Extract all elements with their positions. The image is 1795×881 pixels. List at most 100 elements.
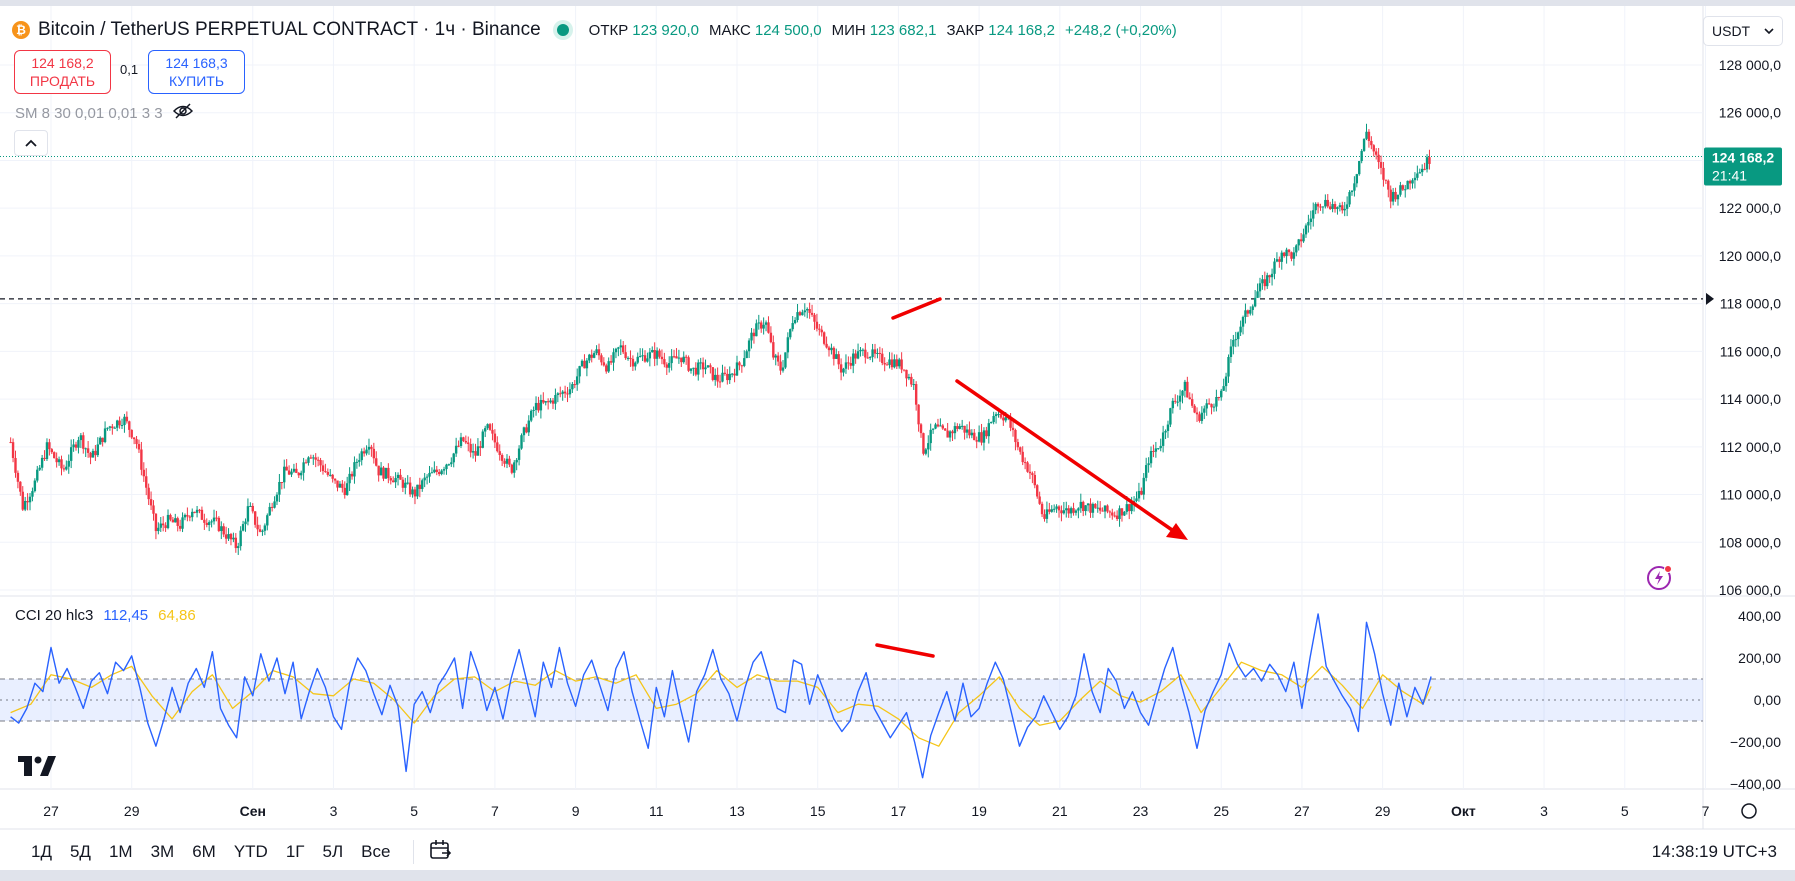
candle[interactable] — [382, 467, 385, 479]
candle[interactable] — [1307, 222, 1310, 226]
candle[interactable] — [491, 429, 494, 434]
candle[interactable] — [1176, 401, 1179, 403]
candle[interactable] — [217, 517, 221, 531]
candle[interactable] — [418, 484, 422, 489]
candle[interactable] — [416, 484, 419, 497]
candle[interactable] — [169, 514, 172, 520]
candle[interactable] — [1278, 259, 1281, 262]
candle[interactable] — [1120, 508, 1124, 516]
candle[interactable] — [537, 402, 540, 411]
candle[interactable] — [813, 314, 816, 322]
candle[interactable] — [1299, 239, 1303, 242]
candle[interactable] — [571, 384, 574, 390]
candle[interactable] — [718, 381, 722, 383]
candle[interactable] — [803, 310, 806, 313]
candle[interactable] — [1229, 346, 1233, 358]
candle[interactable] — [258, 529, 262, 532]
candle[interactable] — [1379, 162, 1383, 168]
candle[interactable] — [147, 487, 150, 500]
candle[interactable] — [26, 500, 29, 503]
candle[interactable] — [638, 356, 642, 358]
candle[interactable] — [103, 428, 107, 443]
candle[interactable] — [130, 429, 133, 438]
candle[interactable] — [847, 362, 850, 364]
candle[interactable] — [145, 476, 148, 488]
candle[interactable] — [36, 469, 39, 481]
range-button[interactable]: 5Д — [69, 842, 91, 861]
candle[interactable] — [658, 350, 661, 357]
candle[interactable] — [222, 526, 225, 535]
candle[interactable] — [859, 349, 862, 352]
candle[interactable] — [755, 323, 758, 337]
candle[interactable] — [1072, 508, 1075, 513]
candle[interactable] — [396, 474, 400, 479]
candle[interactable] — [815, 321, 819, 329]
candle[interactable] — [1391, 191, 1395, 202]
candle[interactable] — [580, 360, 584, 367]
candle[interactable] — [990, 422, 993, 424]
candle[interactable] — [525, 427, 528, 433]
candle[interactable] — [738, 362, 741, 366]
clock[interactable]: 14:38:19 UTC+3 — [1651, 842, 1777, 861]
candle[interactable] — [1103, 505, 1107, 512]
candle[interactable] — [1418, 172, 1421, 174]
candle[interactable] — [556, 393, 560, 396]
candle[interactable] — [1246, 310, 1250, 314]
candle[interactable] — [701, 362, 705, 370]
candle[interactable] — [617, 347, 620, 349]
candle[interactable] — [1370, 140, 1373, 146]
candle[interactable] — [348, 473, 351, 484]
candle[interactable] — [353, 462, 356, 477]
candle[interactable] — [728, 373, 731, 381]
candle[interactable] — [1190, 399, 1194, 406]
candle[interactable] — [278, 482, 281, 495]
candle[interactable] — [111, 426, 114, 429]
candle[interactable] — [324, 471, 327, 473]
range-button[interactable]: 3М — [150, 842, 175, 861]
candle[interactable] — [210, 521, 213, 523]
candle[interactable] — [1350, 190, 1354, 193]
candle[interactable] — [1016, 442, 1020, 448]
candle[interactable] — [781, 367, 785, 371]
candle[interactable] — [307, 457, 310, 463]
candle[interactable] — [931, 428, 935, 430]
candle[interactable] — [1113, 515, 1116, 517]
candle[interactable] — [956, 426, 959, 429]
candle[interactable] — [1052, 508, 1056, 510]
candle[interactable] — [1118, 508, 1121, 520]
candle[interactable] — [757, 322, 760, 324]
candle[interactable] — [672, 356, 676, 358]
candle[interactable] — [609, 361, 613, 363]
candle[interactable] — [1394, 191, 1397, 200]
candle[interactable] — [745, 351, 748, 359]
candle[interactable] — [842, 368, 845, 373]
candle[interactable] — [1333, 204, 1337, 210]
candle[interactable] — [852, 353, 855, 366]
candle[interactable] — [365, 449, 368, 454]
candle[interactable] — [232, 537, 235, 540]
candle[interactable] — [1057, 506, 1061, 511]
candle[interactable] — [329, 474, 332, 476]
candle[interactable] — [825, 343, 828, 348]
candle[interactable] — [1028, 471, 1032, 474]
candle[interactable] — [651, 350, 654, 353]
candle[interactable] — [878, 352, 882, 354]
candle[interactable] — [796, 312, 799, 321]
candle[interactable] — [1040, 503, 1044, 515]
candle[interactable] — [474, 451, 477, 456]
candle[interactable] — [283, 466, 286, 483]
candle[interactable] — [573, 384, 576, 386]
candle[interactable] — [723, 372, 727, 374]
divergence-line-cci[interactable] — [875, 643, 935, 658]
candle[interactable] — [292, 468, 296, 472]
candle[interactable] — [493, 433, 497, 443]
candle[interactable] — [832, 347, 836, 359]
candle[interactable] — [764, 322, 768, 325]
candle[interactable] — [171, 519, 175, 523]
candle[interactable] — [1178, 395, 1182, 402]
candle[interactable] — [319, 460, 322, 466]
candle[interactable] — [333, 478, 337, 481]
candle[interactable] — [86, 448, 90, 453]
candle[interactable] — [471, 451, 475, 453]
candle[interactable] — [827, 347, 831, 351]
